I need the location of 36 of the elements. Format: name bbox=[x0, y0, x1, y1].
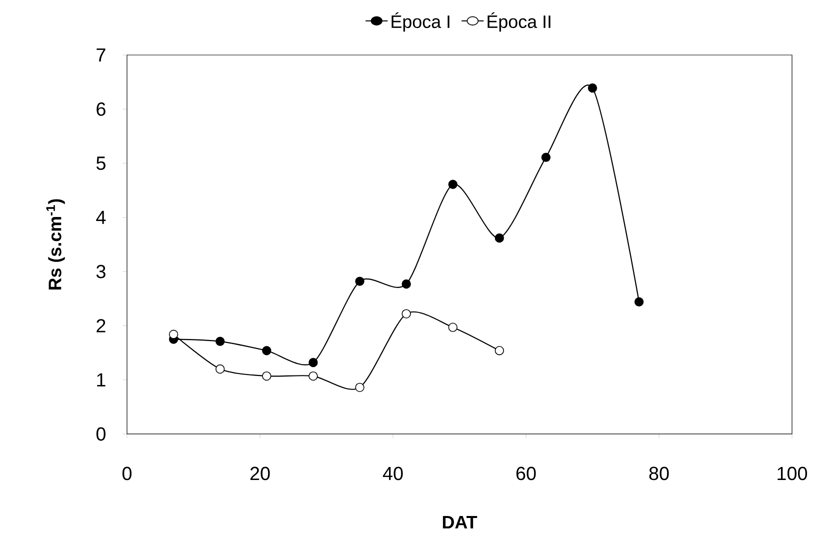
point bbox=[216, 336, 225, 346]
point bbox=[494, 346, 504, 356]
legend-label: Época II bbox=[488, 12, 550, 32]
point bbox=[494, 233, 504, 243]
point bbox=[402, 309, 411, 318]
x-tick-label: 100 bbox=[778, 466, 808, 480]
y-tick-label: 6 bbox=[96, 102, 106, 116]
point bbox=[448, 180, 458, 189]
x-tick-label: 0 bbox=[122, 466, 132, 480]
point bbox=[262, 371, 272, 381]
y-tick-label: 5 bbox=[96, 156, 106, 170]
point bbox=[355, 276, 364, 286]
y-tick-label: 4 bbox=[96, 210, 106, 224]
x-tick-label: 40 bbox=[382, 466, 403, 480]
y-tick-label: 7 bbox=[96, 48, 106, 62]
point bbox=[168, 330, 178, 339]
y-tick-label: 0 bbox=[96, 427, 106, 441]
point bbox=[216, 364, 225, 374]
y-axis-title: Rs (s.cm$^{-1}$) bbox=[46, 199, 65, 290]
x-tick-label: 80 bbox=[649, 466, 669, 480]
point bbox=[262, 346, 272, 356]
x-axis-title: DAT bbox=[442, 516, 478, 528]
y-tick-label: 2 bbox=[96, 319, 106, 332]
point bbox=[308, 358, 318, 368]
x-tick-label: 20 bbox=[250, 466, 270, 480]
point bbox=[355, 382, 364, 392]
x-tick-label: 60 bbox=[516, 466, 536, 480]
point bbox=[448, 322, 458, 332]
point bbox=[634, 297, 644, 306]
point bbox=[541, 152, 551, 162]
y-tick-label: 1 bbox=[97, 373, 106, 386]
point bbox=[588, 83, 598, 93]
point bbox=[308, 371, 318, 381]
point bbox=[402, 279, 411, 289]
y-tick-label: 3 bbox=[96, 264, 106, 278]
legend-label: Época I bbox=[392, 12, 450, 32]
